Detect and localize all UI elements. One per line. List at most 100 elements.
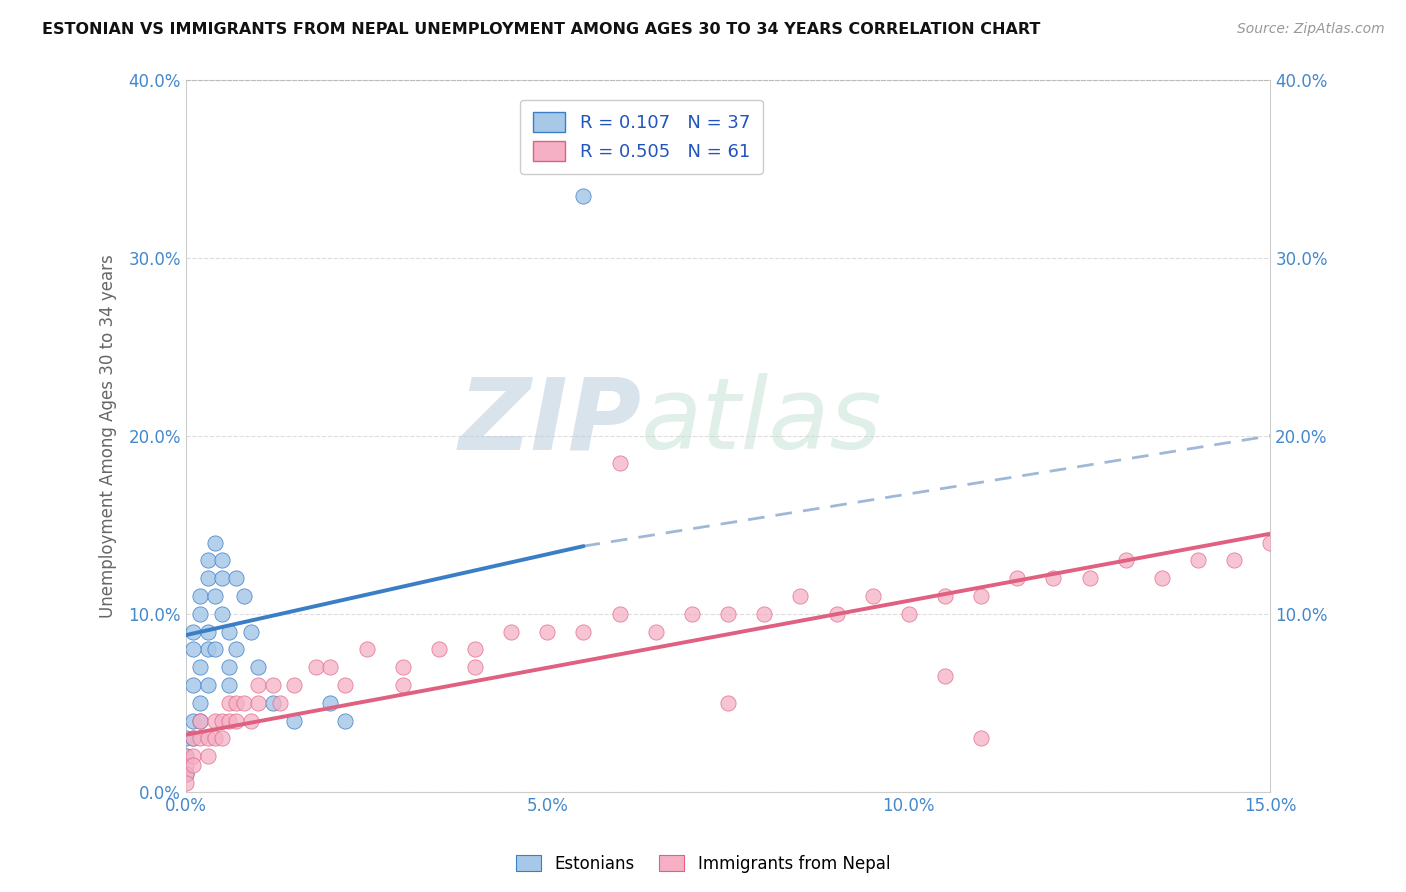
Point (970, 731, 993, 746)
Point (181, 731, 204, 746)
Point (283, 714, 305, 728)
Point (204, 589, 226, 603)
Point (1042, 571, 1064, 585)
Point (319, 696, 342, 710)
Point (204, 535, 226, 549)
Point (970, 589, 993, 603)
Point (188, 714, 211, 728)
Point (225, 696, 247, 710)
Point (232, 589, 254, 603)
Point (174, 758, 197, 772)
Point (717, 607, 740, 621)
Point (197, 624, 219, 639)
Point (232, 696, 254, 710)
Point (188, 696, 211, 710)
Point (197, 678, 219, 692)
Point (464, 642, 486, 657)
Point (188, 714, 211, 728)
Point (427, 642, 450, 657)
Point (717, 696, 740, 710)
Point (1260, 535, 1282, 549)
Point (754, 607, 776, 621)
Point (174, 767, 197, 781)
Point (356, 642, 378, 657)
Point (188, 731, 211, 746)
Text: ESTONIAN VS IMMIGRANTS FROM NEPAL UNEMPLOYMENT AMONG AGES 30 TO 34 YEARS CORRELA: ESTONIAN VS IMMIGRANTS FROM NEPAL UNEMPL… (42, 22, 1040, 37)
Point (333, 678, 356, 692)
Point (211, 714, 233, 728)
Y-axis label: Unemployment Among Ages 30 to 34 years: Unemployment Among Ages 30 to 34 years (100, 254, 117, 618)
Point (225, 642, 247, 657)
Point (825, 607, 848, 621)
Point (789, 589, 811, 603)
Point (188, 607, 211, 621)
Point (609, 607, 631, 621)
Point (225, 714, 247, 728)
Point (197, 571, 219, 585)
Point (181, 624, 204, 639)
Point (1150, 571, 1173, 585)
Point (464, 660, 486, 674)
Point (174, 731, 197, 746)
Point (897, 607, 920, 621)
Point (211, 607, 233, 621)
Point (188, 660, 211, 674)
Legend: R = 0.107   N = 37, R = 0.505   N = 61: R = 0.107 N = 37, R = 0.505 N = 61 (520, 100, 762, 174)
Text: ZIP: ZIP (458, 373, 641, 470)
Point (1078, 571, 1101, 585)
Point (211, 731, 233, 746)
Point (1007, 571, 1029, 585)
Point (247, 696, 270, 710)
Point (239, 714, 262, 728)
Point (204, 714, 226, 728)
Point (197, 749, 219, 764)
Point (391, 678, 413, 692)
Point (333, 714, 356, 728)
Point (181, 678, 204, 692)
Point (211, 553, 233, 567)
Point (197, 642, 219, 657)
Point (181, 749, 204, 764)
Point (197, 553, 219, 567)
Point (681, 607, 703, 621)
Point (269, 696, 291, 710)
Point (211, 571, 233, 585)
Legend: Estonians, Immigrants from Nepal: Estonians, Immigrants from Nepal (509, 848, 897, 880)
Point (262, 678, 284, 692)
Point (934, 669, 956, 683)
Point (572, 624, 595, 639)
Point (644, 624, 666, 639)
Point (1223, 553, 1246, 567)
Point (218, 624, 240, 639)
Point (174, 776, 197, 790)
Point (174, 749, 197, 764)
Point (218, 696, 240, 710)
Point (218, 678, 240, 692)
Point (181, 758, 204, 772)
Point (247, 660, 270, 674)
Point (609, 456, 631, 470)
Text: atlas: atlas (641, 373, 883, 470)
Point (204, 642, 226, 657)
Point (572, 188, 595, 202)
Point (174, 749, 197, 764)
Point (174, 767, 197, 781)
Point (934, 589, 956, 603)
Point (188, 589, 211, 603)
Point (218, 660, 240, 674)
Text: Source: ZipAtlas.com: Source: ZipAtlas.com (1237, 22, 1385, 37)
Point (862, 589, 884, 603)
Point (391, 660, 413, 674)
Point (262, 696, 284, 710)
Point (239, 624, 262, 639)
Point (181, 642, 204, 657)
Point (247, 678, 270, 692)
Point (197, 731, 219, 746)
Point (283, 678, 305, 692)
Point (218, 714, 240, 728)
Point (204, 731, 226, 746)
Point (319, 660, 342, 674)
Point (536, 624, 558, 639)
Point (501, 624, 523, 639)
Point (1115, 553, 1137, 567)
